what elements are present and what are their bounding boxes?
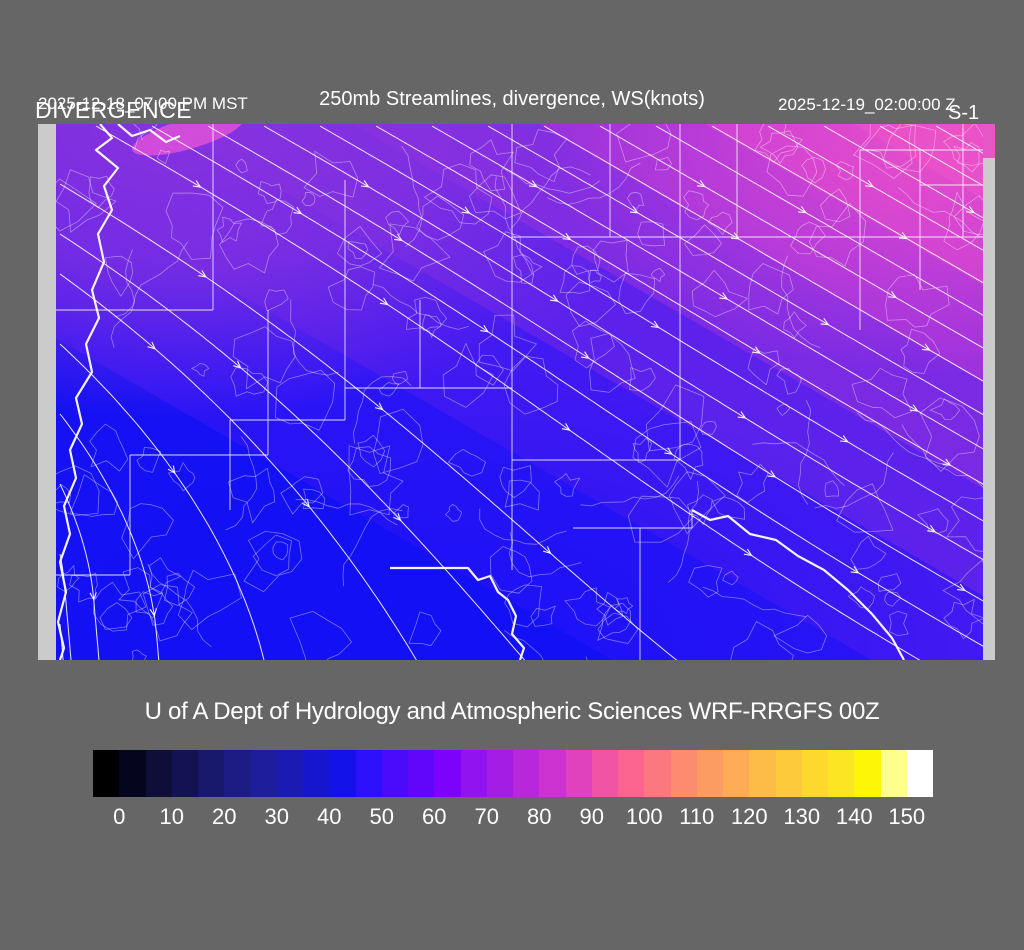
colorbar-tick-label: 90 <box>579 804 604 829</box>
colorbar-segment <box>854 750 881 797</box>
caption: U of A Dept of Hydrology and Atmospheric… <box>144 698 880 725</box>
units-label: S-1 <box>948 102 980 124</box>
colorbar-tick-label: 60 <box>422 804 447 829</box>
colorbar-segment <box>565 750 592 797</box>
colorbar-tick-label: 70 <box>474 804 499 829</box>
colorbar-segment <box>801 750 828 797</box>
colorbar-tick-label: 140 <box>835 804 873 829</box>
colorbar-tick-label: 20 <box>212 804 237 829</box>
state-border-rivers <box>56 124 905 660</box>
colorbar-segment <box>906 750 933 797</box>
colorbar-segment <box>539 750 566 797</box>
colorbar-tick-label: 120 <box>730 804 768 829</box>
colorbar-segment <box>670 750 697 797</box>
colorbar-segment <box>696 750 723 797</box>
colorbar-segment <box>434 750 461 797</box>
colorbar-segment <box>276 750 303 797</box>
colorbar-segment <box>145 750 172 797</box>
colorbar-segment <box>775 750 802 797</box>
colorbar-segment <box>329 750 356 797</box>
colorbar-segment <box>486 750 513 797</box>
colorbar-segment <box>644 750 671 797</box>
colorbar-tick-label: 130 <box>783 804 821 829</box>
colorbar-tick-label: 80 <box>527 804 552 829</box>
colorbar-segment <box>723 750 750 797</box>
colorbar-segment <box>303 750 330 797</box>
colorbar-segment <box>93 750 120 797</box>
colorbar-segment <box>591 750 618 797</box>
colorbar-segment <box>880 750 907 797</box>
colorbar-tick-label: 100 <box>625 804 663 829</box>
colorbar-segment <box>828 750 855 797</box>
colorbar-segment <box>460 750 487 797</box>
colorbar-segment <box>250 750 277 797</box>
colorbar-tick-label: 40 <box>317 804 342 829</box>
colorbar-segment <box>618 750 645 797</box>
plot-title: 250mb Streamlines, divergence, WS(knots) <box>319 88 705 110</box>
colorbar-tick-label: 10 <box>159 804 184 829</box>
colorbar-segment <box>408 750 435 797</box>
colorbar-tick-label: 110 <box>679 804 715 829</box>
streamline-map <box>38 124 995 660</box>
valid-time-utc: 2025-12-19_02:00:00 Z <box>778 95 956 114</box>
valid-time-local: 2025-12-18_07:00 PM MST <box>38 94 248 113</box>
colorbar-segment <box>355 750 382 797</box>
colorbar-segment <box>198 750 225 797</box>
colorbar-segment <box>749 750 776 797</box>
colorbar-tick-label: 150 <box>888 804 926 829</box>
field-label: DIVERGENCE <box>35 97 193 123</box>
colorbar-tick-label: 30 <box>264 804 289 829</box>
colorbar-tick-label: 0 <box>113 804 126 829</box>
map-panel <box>38 124 995 660</box>
colorbar-segment <box>381 750 408 797</box>
colorbar-segments <box>93 750 933 797</box>
colorbar-segment <box>513 750 540 797</box>
streamline-arrows <box>89 179 975 618</box>
colorbar-ticks: 0 10 20 30 40 50 60 70 80 90 100 110 120 130 140 150 <box>93 804 933 834</box>
colorbar-tick-label: 50 <box>369 804 394 829</box>
colorbar-segment <box>171 750 198 797</box>
divergence-contours <box>56 124 983 660</box>
colorbar-segment <box>224 750 251 797</box>
colorbar-segment <box>119 750 146 797</box>
